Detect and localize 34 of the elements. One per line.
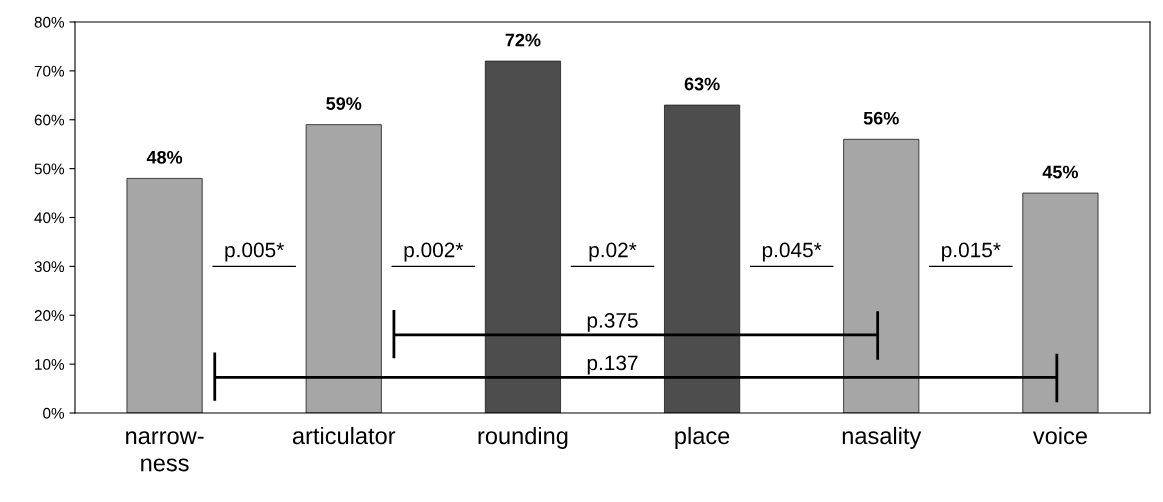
data-label: 56% [863,111,899,125]
y-tick-label: 0% [43,407,65,419]
y-tick-label: 60% [34,114,65,126]
x-tick-label: rounding [478,426,568,449]
annotation: p.015* [942,242,1001,262]
data-label: 72% [505,33,541,47]
x-tick-label: articulator [292,426,396,445]
data-label: 48% [146,150,183,164]
y-tick-label: 80% [34,16,65,28]
bar [126,177,203,413]
y-tick-label: 20% [34,310,65,321]
annotation: p.002* [404,242,464,262]
y-tick-label: 50% [34,163,65,175]
x-tick-label: nasality [842,426,922,449]
data-label: 63% [684,77,720,91]
annotation: p.375 [587,313,638,332]
annotation: p.045* [762,242,822,262]
y-tick-label: 10% [35,358,65,370]
y-tick-label: 40% [34,212,65,224]
bar [843,138,920,413]
bar [664,104,741,413]
x-tick-label: place [675,426,730,449]
x-tick-label: voice [1032,426,1087,445]
data-label: 59% [326,97,362,110]
bar [305,124,382,413]
bar [1022,192,1099,413]
annotation: p.005* [225,242,284,262]
x-tick-label: narrow- ness [126,431,204,472]
annotation: p.02* [589,242,637,262]
y-tick-label: 30% [34,261,65,273]
bar [484,60,561,413]
data-label: 45% [1042,165,1079,179]
y-tick-label: 70% [34,65,65,77]
annotation: p.137 [587,355,638,375]
